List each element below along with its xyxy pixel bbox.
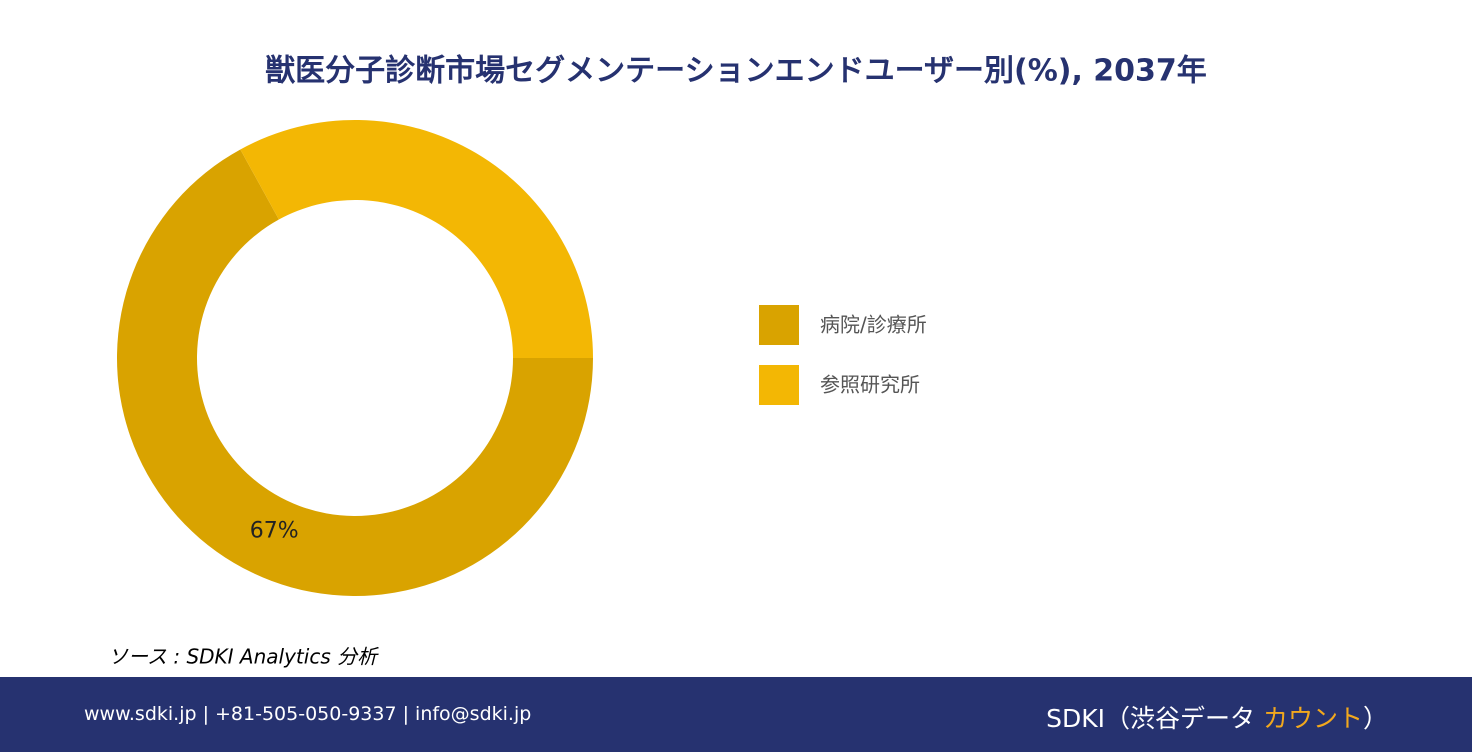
- chart: 獣医分子診断市場セグメンテーションエンドユーザー別(%), 2037年 ソース …: [108, 54, 1207, 669]
- brand-highlight: カウント: [1262, 704, 1363, 733]
- contact: www.sdki.jp | +81-505-050-9337 | info@sd…: [84, 703, 532, 725]
- legend-label: 病院/診療所: [820, 313, 927, 337]
- donut-segment: [240, 120, 593, 358]
- legend-label: 参照研究所: [820, 373, 920, 397]
- donut-segment: [117, 149, 594, 596]
- legend-swatch: [759, 365, 799, 405]
- brand-prefix: SDKI（渋谷データ: [1046, 704, 1263, 733]
- legend-swatch: [759, 305, 799, 345]
- brand: SDKI（渋谷データ カウント）: [1046, 699, 1388, 735]
- data-label: 67%: [250, 518, 299, 543]
- source: ソース : SDKI Analytics 分析: [108, 645, 379, 669]
- footer: www.sdki.jp | +81-505-050-9337 | info@sd…: [0, 677, 1472, 752]
- brand-suffix: ）: [1362, 704, 1388, 733]
- chart-title: 獣医分子診断市場セグメンテーションエンドユーザー別(%), 2037年: [265, 54, 1207, 89]
